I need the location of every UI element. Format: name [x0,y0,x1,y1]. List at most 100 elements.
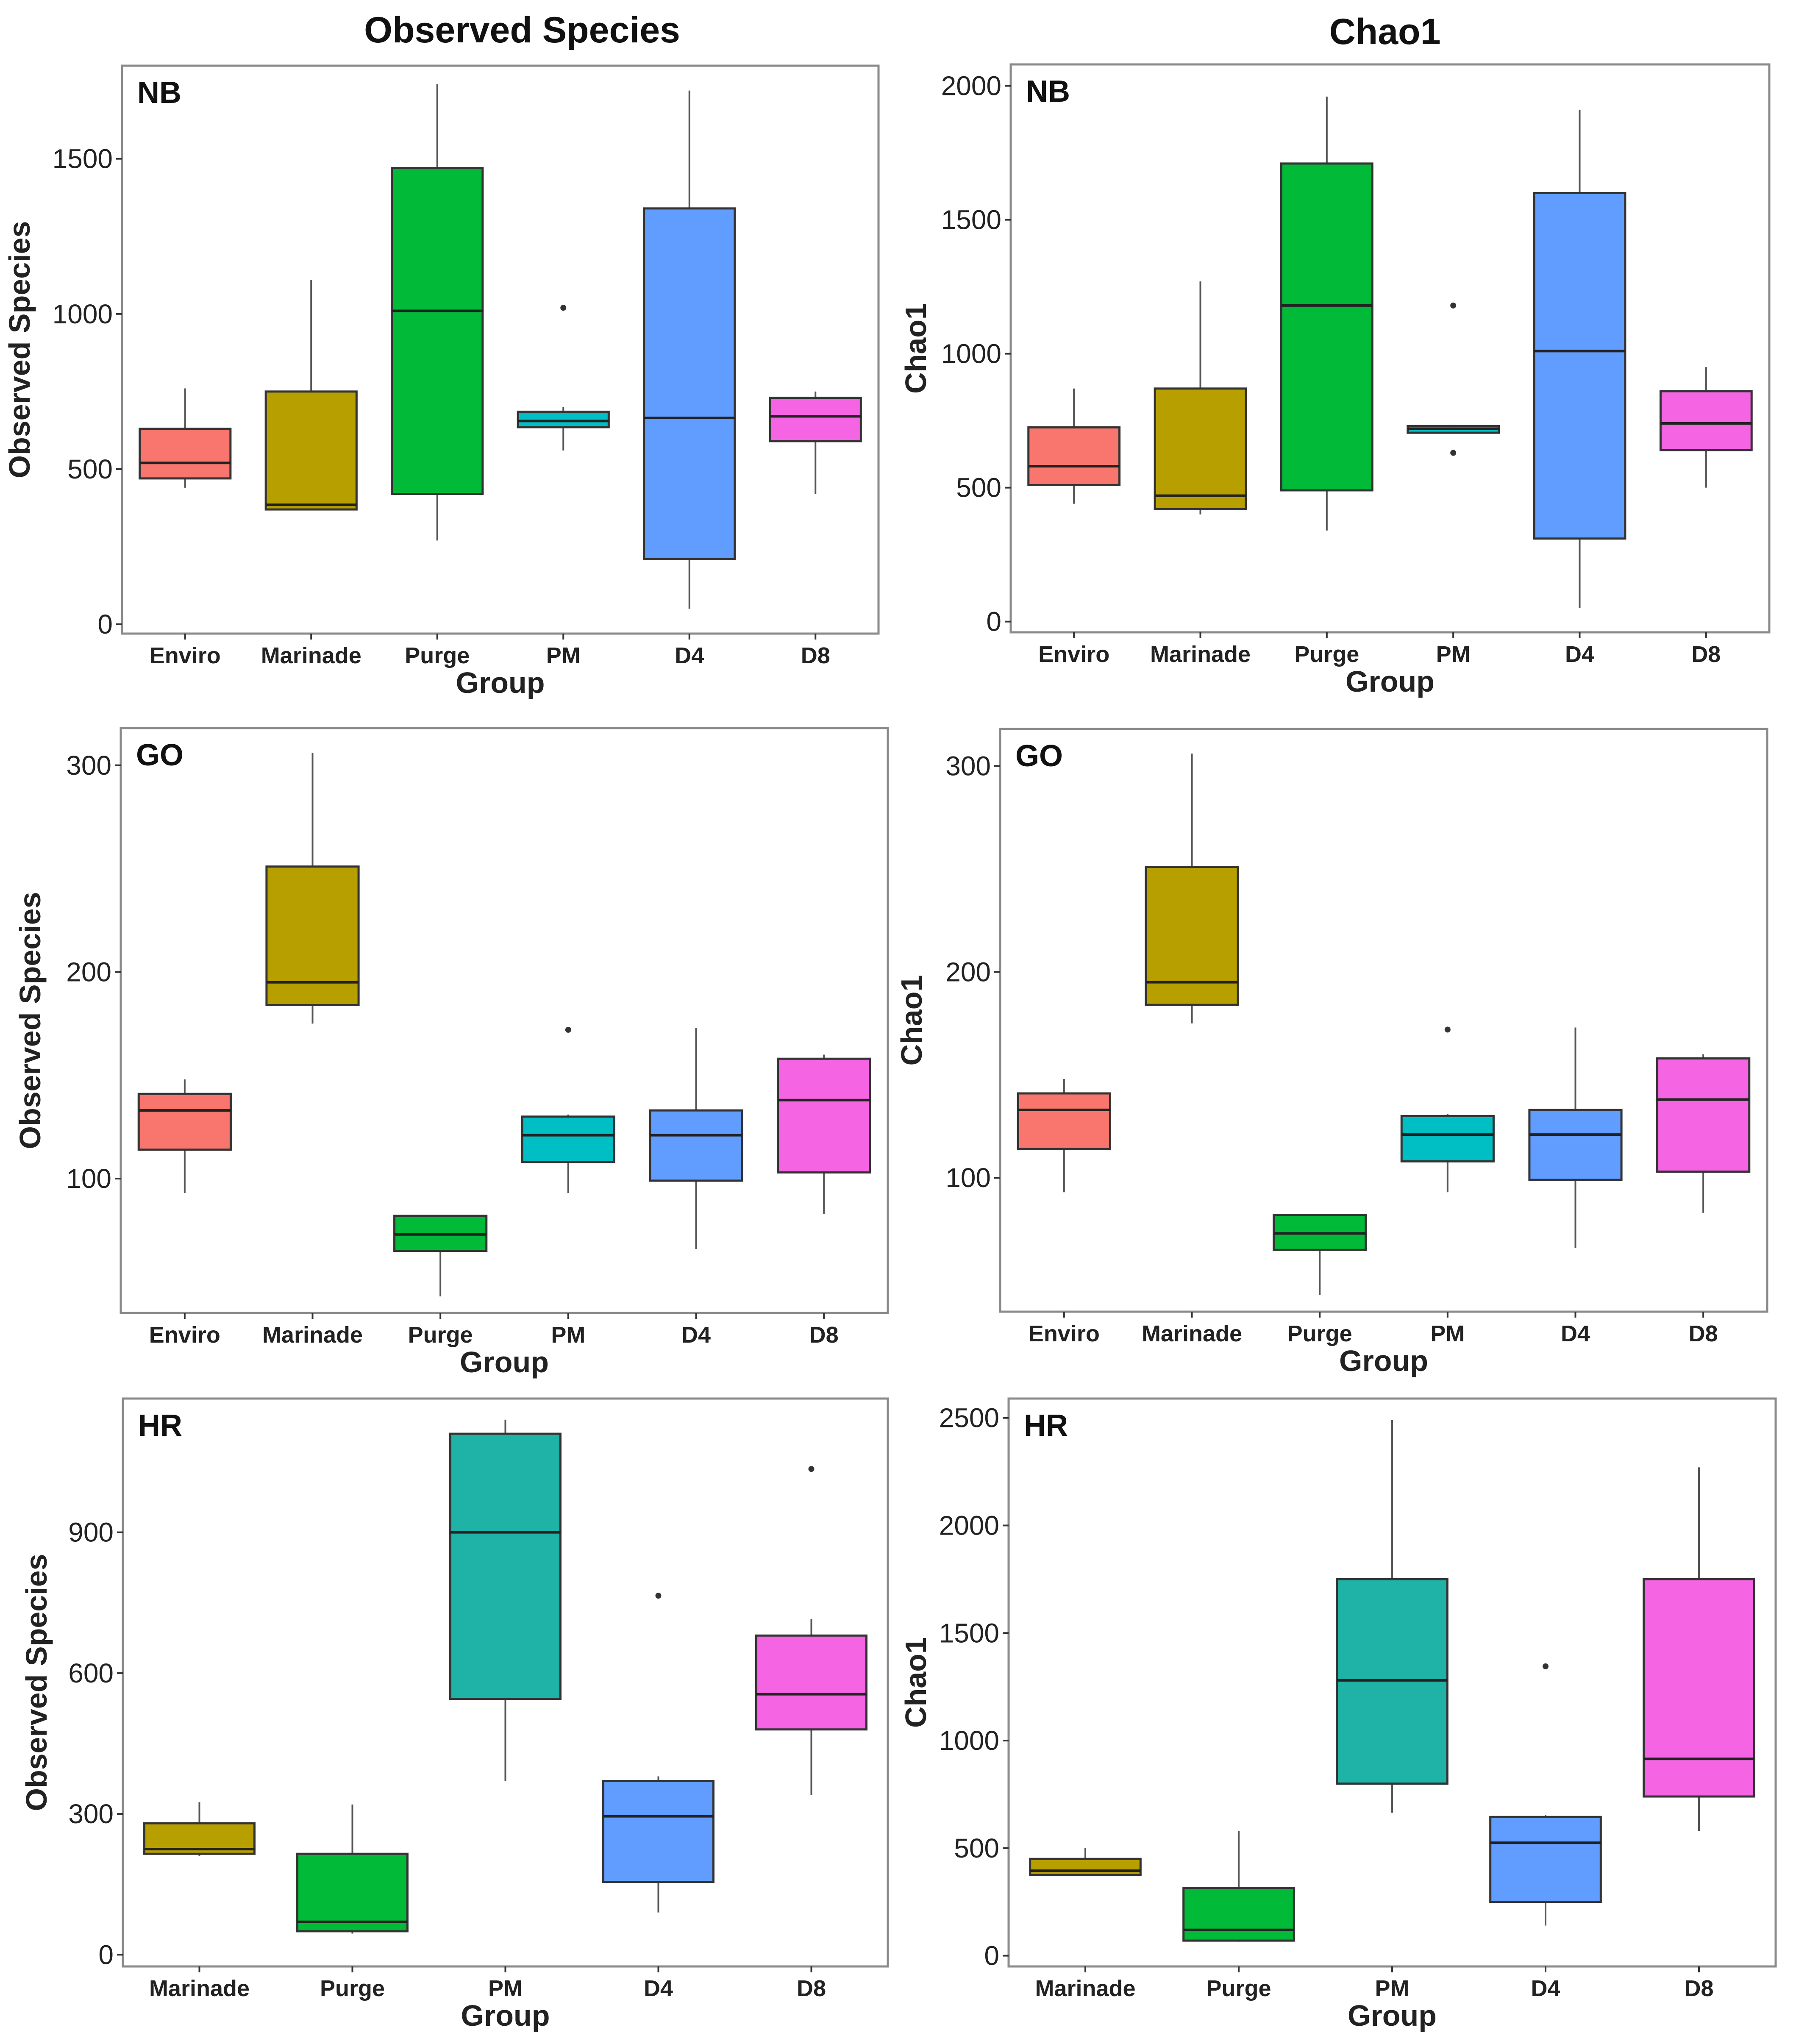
x-tick-label: Marinade [261,643,361,668]
box-purge [393,1215,488,1296]
y-axis-label: Chao1 [895,975,928,1066]
outlier-point [1444,1026,1451,1033]
x-tick-label: PM [551,1322,585,1348]
y-axis-label: Chao1 [899,303,932,394]
x-axis-label: Group [1348,1999,1437,2032]
iqr-box [264,390,358,511]
y-tick-label: 500 [954,1833,999,1863]
panel-hr-chao1: 0 500 1000 1500 2000 2500 HR Marinade Purge PM D4 D… [899,1397,1777,2032]
x-tick-label: Enviro [150,643,221,668]
x-tick-label: Purge [1206,1976,1271,2001]
x-tick-label: D8 [1691,642,1721,667]
box-purge [1273,1214,1367,1296]
iqr-box [1400,1115,1495,1162]
x-axis-label: Group [461,1999,550,2032]
y-axis-label: Chao1 [899,1637,932,1728]
x-tick-label: PM [1375,1976,1410,2001]
iqr-box [1280,162,1373,492]
y-tick-label: 1500 [939,1618,999,1648]
column-title-chao1: Chao1 [1329,11,1441,52]
box-d4 [602,1593,715,1913]
iqr-box [265,865,360,1006]
x-tick-label: PM [488,1976,523,2001]
outlier-point [655,1593,662,1599]
site-label: NB [137,76,181,110]
box-d8 [755,1466,867,1795]
site-label: GO [1015,739,1063,773]
box-marinade [1145,754,1239,1023]
box-pm [449,1419,562,1781]
box-d4 [643,90,736,609]
y-tick-label: 300 [66,750,111,781]
box-d4 [1489,1663,1602,1926]
box-purge [296,1804,409,1934]
x-tick-label: D4 [1561,1321,1590,1346]
y-tick-label: 1000 [939,1725,999,1756]
box-marinade [143,1802,256,1856]
y-tick-label: 1000 [53,299,113,329]
iqr-box [1029,1858,1142,1876]
site-label: HR [1024,1409,1068,1443]
panel-go-observed: 100 200 300 GO Enviro Marinade Purge PM D4 D8 Grou… [14,727,889,1379]
iqr-box [1533,192,1626,540]
box-pm [1400,1026,1495,1193]
panel-go-chao1: 100 200 300 GO Enviro Marinade Purge PM D4 D8 Grou… [895,728,1768,1377]
iqr-box [755,1634,867,1731]
panel-nb-observed: 0 500 1000 1500 NB Enviro Marinade Purge PM D4 D8 G… [3,64,880,699]
x-tick-label: PM [1430,1321,1465,1346]
box-pm [521,1026,615,1193]
box-d8 [1659,367,1753,488]
iqr-box [602,1780,715,1883]
x-tick-label: Marinade [262,1322,363,1348]
box-d8 [777,1054,871,1214]
box-marinade [265,753,360,1024]
y-tick-label: 1000 [941,339,1001,369]
iqr-box [1145,866,1239,1006]
iqr-box [777,1057,871,1174]
y-tick-label: 0 [97,609,113,640]
x-axis-label: Group [1346,665,1435,698]
iqr-box [1656,1057,1751,1173]
x-tick-label: D8 [797,1976,826,2001]
box-marinade [264,280,358,511]
iqr-box [1489,1816,1602,1903]
box-d8 [1656,1054,1751,1213]
x-tick-label: Purge [320,1976,385,2001]
box-enviro [137,1079,232,1193]
outlier-point [1543,1663,1549,1669]
box-d8 [769,391,862,494]
x-tick-label: D8 [809,1322,839,1348]
outlier-point [1450,302,1457,309]
y-tick-label: 200 [66,957,111,987]
x-axis-label: Group [456,666,545,699]
iqr-box [517,410,610,428]
iqr-box [1643,1578,1755,1798]
x-tick-label: Marinade [149,1976,250,2001]
y-tick-label: 300 [945,751,991,781]
x-tick-label: D4 [644,1976,673,2001]
x-tick-label: Marinade [1142,1321,1242,1346]
iqr-box [769,396,862,442]
box-enviro [1027,388,1121,504]
iqr-box [449,1432,562,1700]
x-tick-label: D8 [1689,1321,1718,1346]
x-tick-label: Purge [408,1322,473,1348]
panel-nb-chao1: 0 500 1000 1500 2000 NB Enviro Marinade Purge PM D… [899,63,1771,698]
box-pm [1407,302,1500,456]
box-d4 [1528,1027,1623,1248]
x-tick-label: D4 [675,643,704,668]
plot-frame [120,727,889,1314]
x-tick-label: D8 [801,643,830,668]
x-tick-label: D4 [681,1322,711,1348]
iqr-box [1027,426,1121,486]
y-tick-label: 900 [68,1517,114,1548]
box-purge [391,84,484,541]
x-tick-label: PM [546,643,581,668]
x-axis-label: Group [1339,1344,1428,1377]
site-label: NB [1026,75,1070,108]
y-tick-label: 100 [66,1163,111,1194]
x-tick-label: Purge [1294,642,1359,667]
iqr-box [1182,1887,1295,1942]
y-tick-label: 2500 [939,1403,999,1433]
